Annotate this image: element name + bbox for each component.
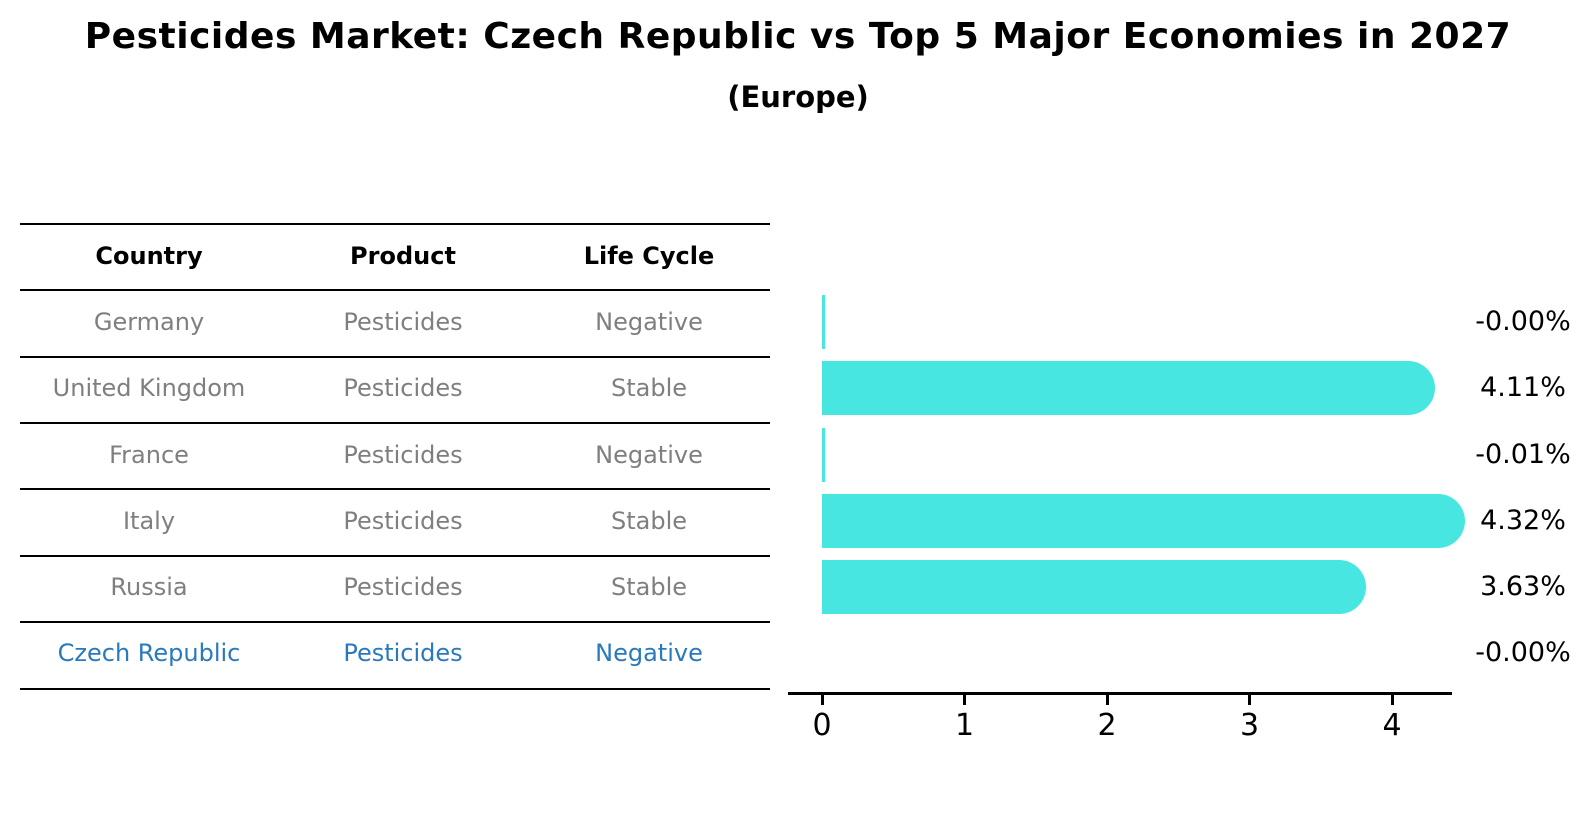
table-divider-line [20, 621, 770, 623]
cell-country: Czech Republic [57, 639, 241, 667]
header-country: Country [95, 242, 203, 270]
bar-highlight-dashed-czech-republic [820, 626, 824, 680]
page-title: Pesticides Market: Czech Republic vs Top… [84, 16, 1512, 57]
cell-product: Pesticides [343, 308, 463, 336]
x-axis-tick [1105, 693, 1109, 705]
cell-life-cycle: Stable [610, 374, 688, 402]
bar-germany [822, 295, 825, 349]
value-label: 3.63% [1480, 571, 1566, 602]
value-label: 4.32% [1480, 505, 1566, 536]
value-label: -0.01% [1475, 439, 1571, 470]
table-header-row: Country Product Life Cycle [20, 239, 770, 273]
cell-country: Russia [110, 573, 188, 601]
value-label: -0.00% [1475, 306, 1571, 337]
value-label: -0.00% [1475, 637, 1571, 668]
table-divider-line [20, 422, 770, 424]
cell-country: Italy [122, 507, 176, 535]
cell-product: Pesticides [343, 374, 463, 402]
page-subtitle: (Europe) [727, 80, 869, 114]
x-axis-tick [1390, 693, 1394, 705]
cell-life-cycle: Negative [595, 441, 703, 469]
cell-product: Pesticides [343, 441, 463, 469]
cell-product: Pesticides [343, 573, 463, 601]
x-axis-tick-label: 0 [812, 708, 832, 743]
table-divider-line [20, 488, 770, 490]
cell-country: Germany [93, 308, 205, 336]
cell-life-cycle: Stable [610, 507, 688, 535]
x-axis-line [788, 692, 1452, 695]
x-axis-tick [1248, 693, 1251, 705]
cell-product: Pesticides [343, 639, 463, 667]
table-divider-line [20, 555, 770, 557]
cell-life-cycle: Negative [595, 308, 703, 336]
table-divider-line [20, 356, 770, 358]
cell-life-cycle: Stable [610, 573, 688, 601]
x-axis-tick-label: 4 [1382, 708, 1402, 743]
cell-country: United Kingdom [52, 374, 246, 402]
table-row: France Pesticides Negative [20, 438, 770, 472]
table-divider-line [20, 223, 770, 225]
bar-france [822, 428, 825, 482]
x-axis-tick-label: 1 [954, 708, 975, 743]
header-life-cycle: Life Cycle [583, 242, 715, 270]
bar-united-kingdom [822, 361, 1435, 415]
bar-italy [822, 494, 1465, 548]
table-row: Italy Pesticides Stable [20, 504, 770, 538]
cell-life-cycle: Negative [595, 639, 703, 667]
x-axis-tick-label: 3 [1239, 708, 1260, 743]
table-row: Czech Republic Pesticides Negative [20, 636, 770, 670]
cell-country: France [109, 441, 189, 469]
table-row: Russia Pesticides Stable [20, 570, 770, 604]
table-row: Germany Pesticides Negative [20, 305, 770, 339]
table-row: United Kingdom Pesticides Stable [20, 371, 770, 405]
table-divider-line [20, 289, 770, 291]
cell-product: Pesticides [343, 507, 463, 535]
value-label: 4.11% [1480, 372, 1566, 403]
table-divider-line [20, 688, 770, 690]
bar-russia [822, 560, 1367, 614]
x-axis-tick-label: 2 [1097, 708, 1117, 743]
x-axis-tick [820, 693, 824, 705]
x-axis-tick [963, 693, 966, 705]
header-product: Product [350, 242, 456, 270]
